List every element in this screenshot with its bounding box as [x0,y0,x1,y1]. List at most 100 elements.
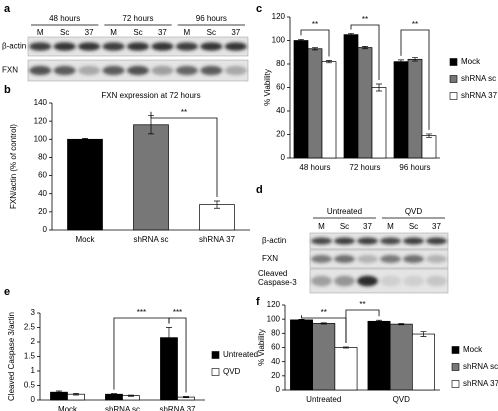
blot-band [78,42,101,51]
significance-label: ** [321,308,327,317]
significance-bracket [350,24,380,80]
x-tick-label: shRNA 37 [199,235,236,244]
error-bar [426,133,432,138]
error-bar [376,319,383,323]
legend-label: QVD [223,367,241,376]
x-tick-label: 96 hours [399,163,430,172]
y-tick-label: 20 [38,207,47,216]
legend-swatch [211,368,220,376]
blot-row-label: FXN [2,66,18,75]
y-tick-label: 0 [281,153,286,162]
blot-band [102,65,125,76]
bar [293,40,309,159]
legend-label: shRNA sc [463,362,498,371]
significance-label: ** [362,15,368,24]
bar [371,87,387,159]
blot-band [53,65,76,76]
y-tick-label: 1 [31,366,36,375]
y-tick-label: 20 [276,130,285,139]
y-tick-label: 60 [38,171,47,180]
y-tick-label: 80 [276,59,285,68]
blot-band [151,65,174,76]
blot-lane-label: Sc [60,28,69,37]
x-tick-label: shRNA sc [105,405,140,411]
y-tick-label: 20 [271,371,280,380]
blot-band [426,275,447,287]
error-bar [73,392,80,396]
blot-band [175,42,198,51]
legend-label: Mock [463,345,483,354]
y-tick-label: 80 [271,328,280,337]
blot-strip [309,249,449,269]
y-axis-label: % Viability [257,329,266,366]
legend-label: shRNA 37 [461,91,498,100]
y-tick-label: 2 [31,337,36,346]
legend-label: shRNA sc [461,74,496,83]
bar [199,204,235,231]
blot-band [78,65,101,76]
x-tick-label: Mock [58,405,78,411]
panel-label: f [256,296,260,308]
blot-band [403,237,424,245]
y-tick-label: 120 [34,116,48,125]
blot-band [29,65,52,76]
blot-band [311,255,332,263]
error-bar [326,60,332,64]
bar [412,333,435,391]
error-bar [398,323,405,326]
error-bar [376,83,382,92]
significance-bracket [300,29,330,57]
legend-label: Untreated [223,350,258,359]
bar [133,124,169,231]
blot-band [334,237,355,245]
blot-band [224,65,247,76]
error-bar [320,322,327,325]
bar [307,48,323,159]
blot-band [403,275,424,287]
significance-label: ** [181,108,187,117]
error-bar [128,394,135,397]
error-bar [298,38,304,43]
y-tick-label: 3 [31,308,36,317]
x-tick-label: Mock [75,235,95,244]
legend-label: Mock [461,57,481,66]
blot-band [102,42,125,51]
x-tick-label: shRNA sc [133,235,168,244]
y-tick-label: 100 [34,134,48,143]
bar [321,61,337,159]
panel-label: e [4,286,10,298]
blot-row-label-box: Cleaved Caspase-3 [258,269,297,287]
y-axis-label: % Viability [263,69,272,106]
blot-band [426,237,447,245]
y-tick-label: 0.5 [24,381,36,390]
blot-band [426,255,447,263]
blot-band [29,42,52,51]
y-tick-label: 0 [43,225,48,234]
significance-label: ** [312,20,318,29]
blot-band [334,275,355,287]
blot-lane-label: Sc [409,222,418,231]
blot-lane-label: 37 [231,28,240,37]
blot-lane-label: 37 [363,222,372,231]
y-tick-label: 40 [271,357,280,366]
error-bar [362,46,368,50]
blot-row-label: Cleaved Caspase-3 [258,269,297,287]
bar [67,138,103,231]
error-bar [165,327,172,349]
blot-band [200,65,223,76]
blot-lane-label: Sc [340,222,349,231]
error-bar [420,331,427,337]
blot-lane-label: 37 [85,28,94,37]
blot-lane-label: M [184,28,191,37]
significance-bracket [168,317,187,393]
y-axis-label: Cleaved Caspase 3/actin [7,312,16,401]
error-bar [183,396,190,399]
x-tick-label: 72 hours [349,163,380,172]
panel-label: a [4,3,11,15]
error-bar [412,57,418,62]
blot-band [357,275,378,287]
blot-group-label: 72 hours [122,14,153,23]
x-tick-label: QVD [393,395,411,404]
y-tick-label: 100 [272,36,286,45]
